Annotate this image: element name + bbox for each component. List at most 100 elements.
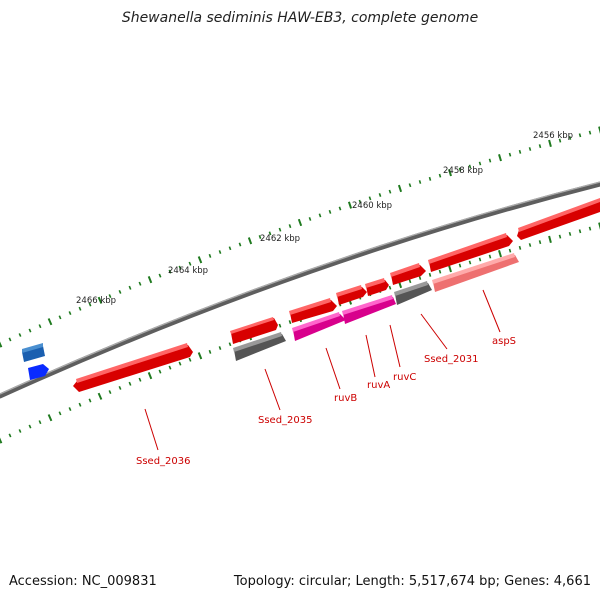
gene-feature[interactable] <box>76 343 188 383</box>
gene-feature[interactable] <box>73 345 193 392</box>
gene-feature[interactable] <box>337 287 367 305</box>
scale-label-2466: 2466 kbp <box>76 296 116 306</box>
scale-tick <box>588 130 592 135</box>
label-connectors <box>144 289 501 451</box>
scale-tick <box>78 306 82 311</box>
gene-feature[interactable] <box>390 263 420 277</box>
scale-tick <box>47 318 53 326</box>
scale-tick <box>578 133 582 138</box>
gene-feature[interactable] <box>395 283 432 305</box>
scale-tick <box>47 414 53 422</box>
gene-feature[interactable] <box>290 300 337 323</box>
gene-feature[interactable] <box>433 255 519 292</box>
gene-label-ruvB: ruvB <box>334 393 357 404</box>
scale-tick <box>108 294 112 299</box>
scale-tick <box>408 183 412 188</box>
scale-tick <box>258 235 262 239</box>
gene-feature[interactable] <box>432 253 515 284</box>
scale-tick <box>38 324 42 329</box>
gene-feature[interactable] <box>429 235 513 272</box>
gene-label-Ssed_2035: Ssed_2035 <box>258 415 313 426</box>
scale-tick <box>88 302 92 307</box>
scale-tick <box>568 135 572 140</box>
gene-features <box>22 198 600 392</box>
scale-tick <box>28 328 32 333</box>
gene-feature[interactable] <box>518 198 600 232</box>
scale-tick <box>218 250 222 254</box>
scale-tick <box>498 154 502 162</box>
gene-feature[interactable] <box>233 332 282 352</box>
gene-feature[interactable] <box>336 285 362 297</box>
scale-tick <box>598 126 600 134</box>
scale-tick <box>548 139 552 148</box>
scale-tick <box>247 237 253 245</box>
scale-tick <box>498 250 502 258</box>
gene-feature[interactable] <box>342 295 393 315</box>
scale-label-2460: 2460 kbp <box>352 201 392 211</box>
gene-feature[interactable] <box>292 312 340 332</box>
gene-feature[interactable] <box>230 317 274 334</box>
scale-tick <box>397 184 403 193</box>
gene-feature[interactable] <box>394 281 428 296</box>
gene-label-Ssed_2036: Ssed_2036 <box>136 456 191 467</box>
scale-tick <box>448 169 452 177</box>
scale-tick <box>118 385 122 390</box>
gene-feature[interactable] <box>365 278 385 288</box>
scale-tick <box>228 342 232 347</box>
accession-text: Accession: NC_009831 <box>9 574 157 589</box>
scale-tick <box>168 365 172 370</box>
gene-feature[interactable] <box>343 297 396 324</box>
scale-tick <box>158 369 162 374</box>
gene-feature[interactable] <box>28 364 49 380</box>
scale-tick <box>428 272 432 277</box>
scale-tick <box>208 349 212 354</box>
scale-tick <box>378 193 382 197</box>
scale-tick <box>438 269 442 274</box>
scale-tick <box>278 227 282 232</box>
gene-label-ruvC: ruvC <box>393 372 416 383</box>
gene-feature[interactable] <box>234 334 286 361</box>
scale-tick <box>318 213 322 218</box>
gene-feature[interactable] <box>231 318 278 344</box>
map-title: Shewanella sediminis HAW-EB3, complete g… <box>121 10 479 26</box>
scale-tick <box>388 285 392 290</box>
gene-feature[interactable] <box>289 298 331 315</box>
scale-tick <box>528 147 532 151</box>
scale-tick <box>458 167 462 172</box>
scale-tick <box>418 276 422 280</box>
scale-tick <box>488 254 492 259</box>
gene-feature[interactable] <box>391 265 426 285</box>
scale-tick <box>308 217 312 221</box>
gene-feature[interactable] <box>428 233 507 264</box>
scale-tick <box>548 235 552 244</box>
gene-feature[interactable] <box>366 280 389 296</box>
scale-tick <box>147 372 153 380</box>
scale-tick <box>188 261 192 266</box>
genome-backbone-highlight <box>0 181 600 395</box>
scale-tick <box>578 229 582 234</box>
scale-tick <box>158 273 162 278</box>
genome-summary-text: Topology: circular; Length: 5,517,674 bp… <box>233 574 591 589</box>
scale-tick <box>368 196 372 201</box>
scale-tick <box>478 257 482 262</box>
scale-tick <box>18 429 22 433</box>
scale-tick <box>268 231 272 236</box>
scale-tick <box>178 361 182 366</box>
scale-tick <box>408 279 412 284</box>
gene-feature[interactable] <box>293 314 346 341</box>
gene-feature[interactable] <box>517 200 600 240</box>
scale-label-2458: 2458 kbp <box>443 166 483 176</box>
scale-tick <box>188 357 192 362</box>
gene-feature[interactable] <box>22 346 45 362</box>
scale-tick <box>518 149 522 154</box>
scale-tick <box>508 248 512 253</box>
scale-label-2456: 2456 kbp <box>533 131 573 141</box>
scale-tick <box>338 206 342 211</box>
genome-backbone <box>0 181 600 399</box>
scale-tick <box>197 352 203 360</box>
scale-tick <box>347 201 353 209</box>
scale-tick <box>538 240 542 245</box>
gene-feature[interactable] <box>22 343 43 353</box>
scale-tick <box>118 289 122 294</box>
scale-label-2464: 2464 kbp <box>168 266 208 276</box>
